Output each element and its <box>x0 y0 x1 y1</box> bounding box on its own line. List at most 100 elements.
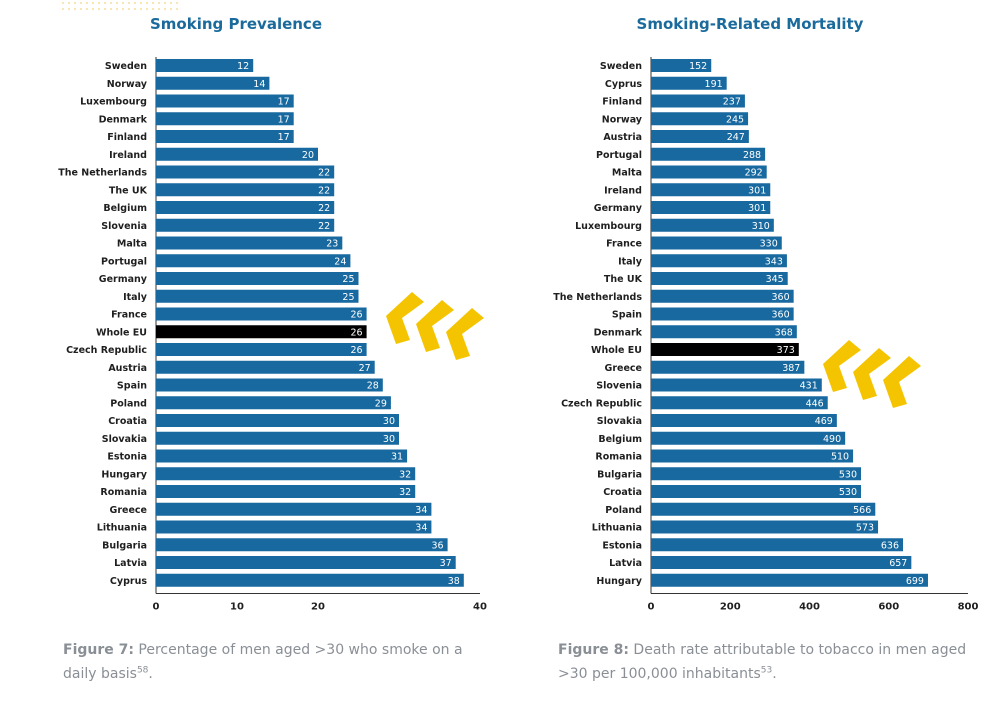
data-label: 27 <box>359 363 371 374</box>
chevron-shape <box>446 308 484 360</box>
figure-7-end: . <box>148 666 153 682</box>
data-label: 22 <box>318 185 330 196</box>
category-label: Bulgaria <box>102 540 147 551</box>
bar <box>156 147 318 161</box>
bar <box>651 94 745 108</box>
category-label: Italy <box>123 292 148 303</box>
data-label: 191 <box>705 79 723 90</box>
category-label: Romania <box>595 452 642 463</box>
category-label: Belgium <box>598 434 642 445</box>
bar <box>651 360 805 374</box>
bar-highlight <box>156 325 367 339</box>
bar <box>651 573 928 587</box>
data-label: 510 <box>831 452 849 463</box>
category-label: Hungary <box>101 469 147 480</box>
bar <box>156 378 383 392</box>
x-tick-label: 10 <box>230 602 244 613</box>
category-label: Lithuania <box>592 523 642 534</box>
bar <box>651 502 876 516</box>
data-label: 26 <box>351 310 363 321</box>
category-label: Spain <box>117 381 147 392</box>
x-tick-label: 600 <box>878 602 899 613</box>
data-label: 360 <box>772 310 790 321</box>
category-label: The Netherlands <box>553 292 642 303</box>
chevron-arrow-icon <box>823 340 921 408</box>
bar <box>156 112 294 126</box>
x-tick-label: 200 <box>720 602 741 613</box>
data-label: 431 <box>800 381 818 392</box>
category-label: The UK <box>109 185 148 196</box>
bar <box>156 76 270 90</box>
bar <box>156 467 416 481</box>
chart-title-smoking-prevalence: Smoking Prevalence <box>150 15 322 33</box>
data-label: 566 <box>853 505 871 516</box>
bar <box>156 573 464 587</box>
data-label: 22 <box>318 168 330 179</box>
category-label: Finland <box>107 132 147 143</box>
bar <box>156 449 408 463</box>
bar <box>651 236 782 250</box>
category-label: Norway <box>602 114 643 125</box>
data-label: 31 <box>391 452 403 463</box>
data-label: 530 <box>839 487 857 498</box>
data-label: 36 <box>432 540 444 551</box>
data-label: 14 <box>253 79 265 90</box>
bar <box>156 236 343 250</box>
data-label: 152 <box>689 61 707 72</box>
category-label: Portugal <box>101 256 147 267</box>
bar <box>651 307 794 321</box>
data-label: 22 <box>318 203 330 214</box>
bar <box>651 538 904 552</box>
category-label: Greece <box>605 363 642 374</box>
data-label: 490 <box>823 434 841 445</box>
bar <box>651 76 727 90</box>
category-label: Croatia <box>603 487 642 498</box>
bar <box>156 538 448 552</box>
bar <box>156 485 416 498</box>
bar <box>156 502 432 516</box>
data-label: 245 <box>726 114 744 125</box>
category-label: Latvia <box>609 558 642 569</box>
bar <box>651 165 767 179</box>
data-label: 330 <box>760 239 778 250</box>
category-label: Greece <box>110 505 147 516</box>
bar <box>651 414 837 427</box>
data-label: 22 <box>318 221 330 232</box>
x-tick-label: 40 <box>473 602 487 613</box>
decorative-dots <box>60 0 180 10</box>
bar <box>156 556 456 569</box>
category-label: France <box>606 239 642 250</box>
bar <box>156 360 375 374</box>
category-label: Denmark <box>594 327 643 338</box>
category-label: Austria <box>603 132 642 143</box>
data-label: 25 <box>342 274 354 285</box>
category-label: Luxembourg <box>80 97 147 108</box>
x-tick-label: 0 <box>648 602 655 613</box>
data-label: 368 <box>775 327 793 338</box>
data-label: 25 <box>342 292 354 303</box>
category-label: Whole EU <box>96 327 147 338</box>
category-label: Czech Republic <box>561 398 642 409</box>
figure-7-caption: Figure 7: Percentage of men aged >30 who… <box>63 638 493 686</box>
bar <box>651 218 774 232</box>
bar <box>651 147 766 161</box>
bar <box>651 325 797 339</box>
category-label: Ireland <box>109 150 147 161</box>
bar <box>156 94 294 108</box>
category-label: Belgium <box>103 203 147 214</box>
category-label: Croatia <box>108 416 147 427</box>
bar <box>156 431 399 445</box>
data-label: 310 <box>752 221 770 232</box>
bar <box>156 183 335 197</box>
category-label: Czech Republic <box>66 345 147 356</box>
data-label: 636 <box>881 540 899 551</box>
bar <box>156 218 335 232</box>
data-label: 387 <box>782 363 800 374</box>
bar <box>651 556 912 569</box>
figure-7-reference: 58 <box>136 665 149 676</box>
data-label: 343 <box>765 256 783 267</box>
bar <box>651 272 788 285</box>
bar <box>651 289 794 303</box>
category-label: Estonia <box>602 540 642 551</box>
